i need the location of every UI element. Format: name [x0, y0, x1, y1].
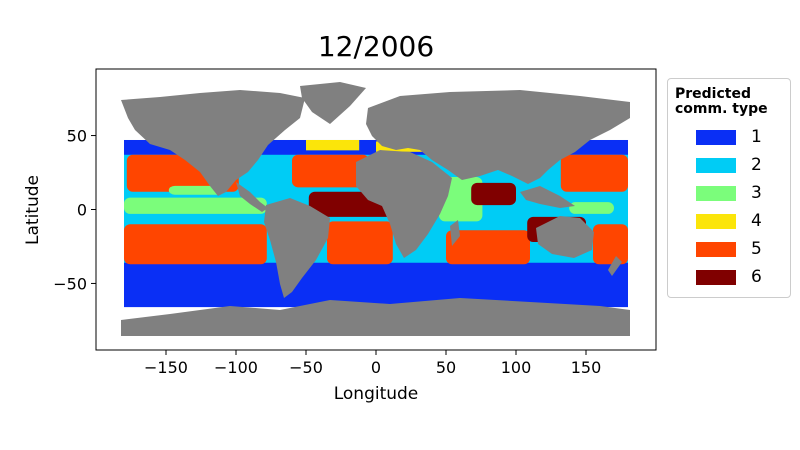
legend-entry: 3: [668, 183, 790, 203]
legend-entry: 4: [668, 211, 790, 231]
y-tick-label: −50: [53, 274, 87, 293]
land-south-america: [264, 198, 330, 298]
x-tick-label: −150: [144, 358, 188, 377]
land-madagascar: [450, 220, 460, 246]
land-southeast-asia: [520, 186, 575, 208]
legend-label: 4: [751, 211, 762, 231]
legend-entry: 5: [668, 239, 790, 259]
region-type-3: [124, 197, 267, 214]
axis-ticks: −150 −100 −50 0 50 100 150 −50 0 50: [53, 127, 601, 377]
legend-swatch: [696, 158, 736, 173]
region-type-1: [124, 261, 628, 308]
chart-title: 12/2006: [317, 30, 435, 63]
region-type-5: [292, 154, 369, 188]
region-type-5: [124, 224, 267, 265]
legend-label: 6: [751, 267, 762, 287]
land-antarctica: [121, 298, 630, 336]
x-tick-label: 0: [371, 358, 381, 377]
legend-label: 3: [751, 183, 762, 203]
land-eurasia: [366, 90, 630, 184]
legend-swatch: [696, 214, 736, 229]
x-axis-label: Longitude: [334, 384, 419, 404]
x-tick-label: 150: [571, 358, 602, 377]
legend-title: Predicted comm. type: [675, 86, 768, 117]
legend-entry: 2: [668, 155, 790, 175]
land-central-america: [236, 182, 268, 212]
region-type-3: [569, 202, 614, 214]
legend-swatch: [696, 270, 736, 285]
x-tick-label: 100: [501, 358, 532, 377]
land-new-zealand: [608, 256, 622, 276]
land-masses: [121, 82, 630, 336]
legend-swatch: [696, 130, 736, 145]
region-type-5: [593, 224, 628, 265]
land-greenland: [300, 82, 366, 124]
legend-label: 2: [751, 155, 762, 175]
y-tick-label: 0: [77, 201, 87, 220]
region-type-3: [168, 185, 225, 195]
legend-entry: 6: [668, 267, 790, 287]
land-north-america: [121, 90, 305, 196]
land-africa: [356, 150, 452, 258]
legend-swatch: [696, 186, 736, 201]
region-type-6: [471, 182, 516, 206]
x-tick-label: 50: [436, 358, 456, 377]
y-tick-label: 50: [67, 127, 87, 146]
region-type-5: [327, 221, 393, 265]
region-type-4: [306, 139, 360, 151]
region-type-5: [560, 154, 628, 192]
legend: Predicted comm. type 1 2 3 4 5 6: [667, 78, 791, 298]
x-tick-label: −100: [214, 358, 258, 377]
legend-swatch: [696, 242, 736, 257]
legend-entry: 1: [668, 127, 790, 147]
legend-label: 1: [751, 127, 762, 147]
x-tick-label: −50: [289, 358, 323, 377]
y-axis-label: Latitude: [23, 175, 43, 245]
land-australia: [536, 216, 594, 258]
region-type-5: [446, 230, 530, 265]
legend-label: 5: [751, 239, 762, 259]
